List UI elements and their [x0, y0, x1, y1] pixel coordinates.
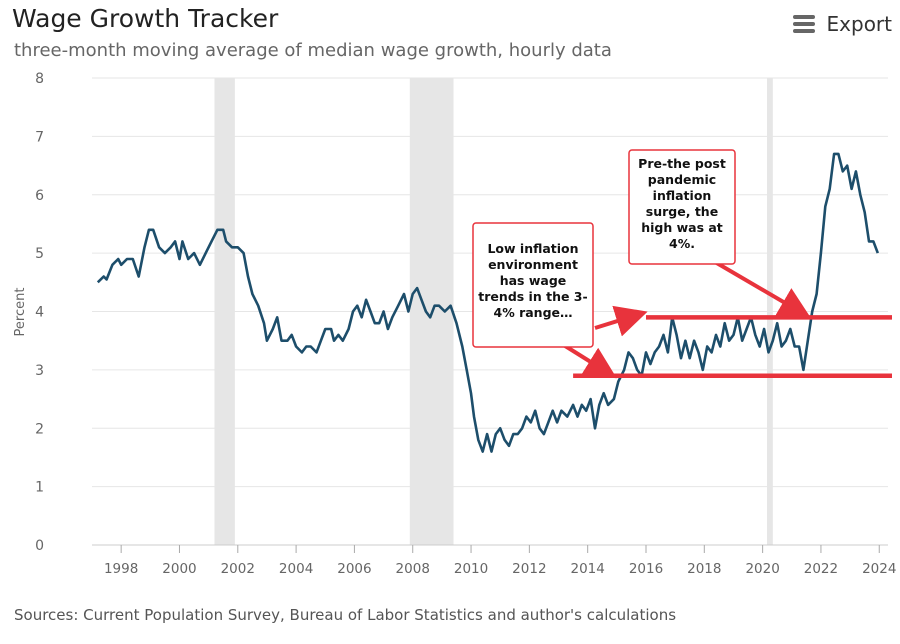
- x-tick-label: 2024: [862, 561, 896, 577]
- y-tick-label: 3: [35, 363, 44, 379]
- x-axis-ticks: 1998 2000 2002 2004 2006 2008 2010 2012 2014 2016…: [104, 545, 896, 577]
- x-tick-label: 2016: [629, 561, 663, 577]
- hamburger-menu-icon[interactable]: [792, 15, 815, 33]
- x-tick-label: 2008: [396, 561, 430, 577]
- x-tick-label: 1998: [104, 561, 138, 577]
- x-tick-label: 2020: [745, 561, 779, 577]
- y-tick-label: 6: [35, 188, 44, 204]
- x-tick-label: 2000: [162, 561, 196, 577]
- y-tick-label: 8: [35, 71, 44, 87]
- series-line: [96, 152, 880, 453]
- annotation-arrow-low-lower: [560, 342, 617, 379]
- annotation-arrow-low-upper: [594, 305, 648, 337]
- x-tick-label: 2018: [687, 561, 721, 577]
- annotation-arrow-high: [713, 260, 811, 319]
- y-tick-label: 5: [35, 246, 44, 262]
- x-tick-label: 2006: [337, 561, 371, 577]
- y-tick-label: 2: [35, 421, 44, 437]
- x-tick-label: 2010: [454, 561, 488, 577]
- y-axis-label: Percent: [13, 288, 28, 337]
- y-tick-label: 0: [35, 538, 44, 554]
- y-axis-ticks: 0 1 2 3 4 5 6 7 8: [35, 71, 44, 554]
- annotations: Low inflation environment has wage trends i…: [472, 149, 811, 379]
- x-tick-label: 2012: [512, 561, 546, 577]
- annotation-pre-pandemic-high: Pre-the post pandemic inflation surge, the h…: [638, 156, 726, 251]
- x-tick-label: 2002: [221, 561, 255, 577]
- x-tick-label: 2004: [279, 561, 313, 577]
- y-tick-label: 1: [35, 480, 44, 496]
- x-tick-label: 2014: [570, 561, 604, 577]
- annotation-low-inflation: Low inflation environment has wage trends i…: [478, 241, 587, 320]
- chart-title: Wage Growth Tracker: [12, 4, 279, 33]
- sources-note: Sources: Current Population Survey, Bure…: [14, 606, 677, 624]
- y-tick-label: 4: [35, 305, 44, 321]
- y-tick-label: 7: [35, 129, 44, 145]
- chart-subtitle: three-month moving average of median wag…: [14, 40, 612, 61]
- reference-lines: [573, 315, 892, 378]
- x-tick-label: 2022: [804, 561, 838, 577]
- export-label: Export: [826, 12, 892, 36]
- export-button[interactable]: Export: [792, 12, 892, 36]
